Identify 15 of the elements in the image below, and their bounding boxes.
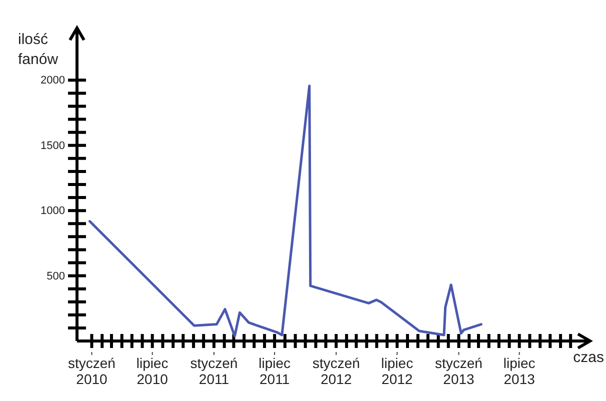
y-tick-label: 1500 <box>40 140 65 152</box>
x-tick-label: lipiec 2012 <box>381 355 414 387</box>
x-tick-label: lipiec 2013 <box>503 355 536 387</box>
x-tick-label: styczeń 2010 <box>68 355 116 387</box>
y-axis-title: ilość fanów <box>18 31 58 68</box>
line-series <box>88 84 482 338</box>
y-tick-label: 2000 <box>40 74 65 87</box>
x-tick-label: styczeń 2013 <box>435 355 482 387</box>
x-tick-label: lipiec 2010 <box>136 355 168 387</box>
x-axis-title: czas <box>573 349 604 366</box>
y-tick-label: 500 <box>46 270 65 282</box>
x-tick-label: lipiec 2011 <box>258 355 291 387</box>
x-tick-label: styczeń 2011 <box>190 355 238 387</box>
y-tick-label: 1000 <box>40 205 65 218</box>
x-tick-label: styczeń 2012 <box>312 355 360 387</box>
